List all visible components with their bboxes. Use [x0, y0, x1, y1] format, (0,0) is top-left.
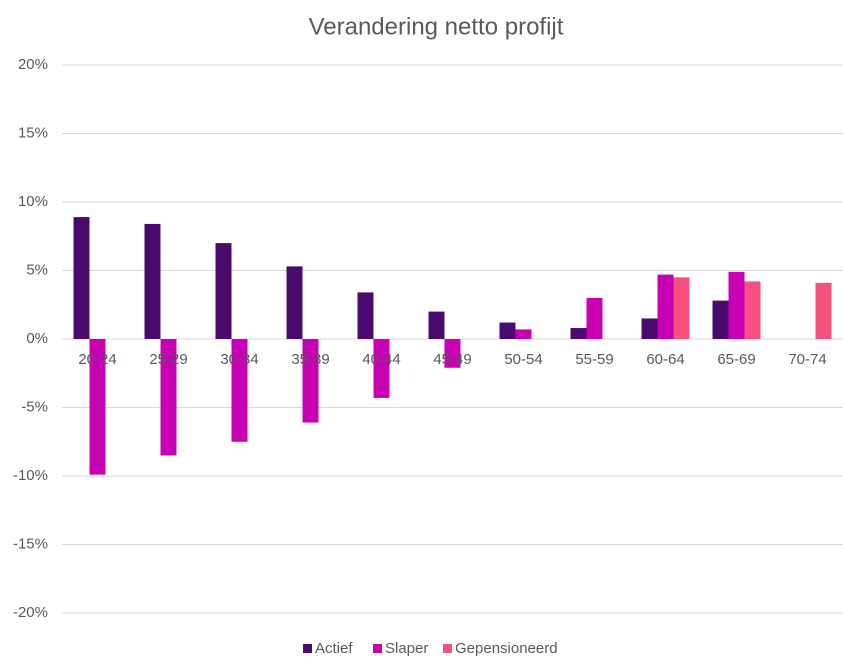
- x-tick-label: 45-49: [433, 351, 471, 368]
- bar: [641, 318, 658, 339]
- bar: [815, 282, 832, 339]
- bar: [231, 339, 248, 442]
- x-tick-label: 55-59: [575, 351, 613, 368]
- bar: [286, 266, 303, 339]
- bar: [586, 297, 603, 339]
- bar: [673, 277, 690, 339]
- legend-label: Actief: [315, 640, 353, 657]
- legend-swatch: [373, 644, 382, 653]
- legend-swatch: [443, 644, 452, 653]
- x-tick-label: 70-74: [788, 351, 826, 368]
- chart-title: Verandering netto profijt: [309, 13, 564, 40]
- bar: [570, 328, 587, 339]
- bar: [89, 339, 106, 475]
- bar: [215, 243, 232, 339]
- x-tick-label: 30-34: [220, 351, 258, 368]
- bar: [302, 339, 319, 423]
- bar: [728, 271, 745, 339]
- y-tick-label: 0%: [26, 330, 48, 347]
- bar: [160, 339, 177, 456]
- y-tick-label: -5%: [21, 398, 48, 415]
- bar: [657, 274, 674, 339]
- y-tick-label: 5%: [26, 261, 48, 278]
- y-tick-label: 20%: [18, 56, 48, 73]
- bar: [428, 311, 445, 339]
- y-tick-label: -10%: [13, 467, 48, 484]
- y-tick-label: 10%: [18, 193, 48, 210]
- x-tick-label: 60-64: [646, 351, 684, 368]
- bar: [712, 300, 729, 339]
- bar: [357, 292, 374, 339]
- bar: [144, 223, 161, 339]
- x-tick-label: 35-39: [291, 351, 329, 368]
- legend-label: Gepensioneerd: [455, 640, 558, 657]
- bar: [499, 322, 516, 339]
- bar: [744, 281, 761, 339]
- bar: [444, 339, 461, 368]
- legend-label: Slaper: [385, 640, 428, 657]
- y-tick-label: 15%: [18, 124, 48, 141]
- bar: [373, 339, 390, 398]
- bar: [515, 329, 532, 339]
- bar: [73, 217, 90, 339]
- x-tick-label: 50-54: [504, 351, 542, 368]
- x-tick-label: 20-24: [78, 351, 116, 368]
- x-tick-label: 25-29: [149, 351, 187, 368]
- y-tick-label: -20%: [13, 604, 48, 621]
- y-tick-label: -15%: [13, 535, 48, 552]
- legend-swatch: [303, 644, 312, 653]
- x-tick-label: 40-44: [362, 351, 400, 368]
- x-tick-label: 65-69: [717, 351, 755, 368]
